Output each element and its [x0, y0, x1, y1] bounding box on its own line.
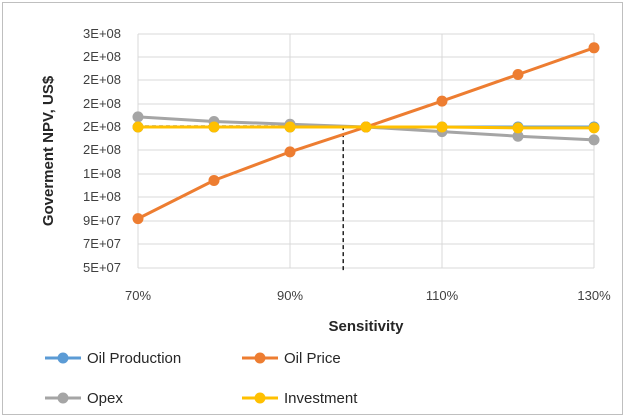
y-tick-label: 9E+07 [83, 213, 121, 228]
y-tick-label: 2E+08 [83, 72, 121, 87]
y-tick-label: 7E+07 [83, 236, 121, 251]
y-tick-label: 2E+08 [83, 142, 121, 157]
data-point-investment [208, 121, 220, 133]
y-tick-label: 1E+08 [83, 189, 121, 204]
data-point-investment [284, 121, 296, 133]
data-point-investment [436, 121, 448, 133]
legend-label: Oil Production [87, 350, 181, 367]
data-point-opex [588, 134, 600, 146]
data-point-oil-price [284, 146, 296, 158]
y-tick-label: 2E+08 [83, 119, 121, 134]
y-tick-label: 2E+08 [83, 96, 121, 111]
y-tick-label: 1E+08 [83, 166, 121, 181]
legend-swatch-marker [254, 392, 266, 404]
data-point-investment [512, 122, 524, 134]
y-tick-label: 3E+08 [83, 26, 121, 41]
legend-label: Oil Price [284, 350, 341, 367]
legend-label: Investment [284, 390, 358, 407]
y-axis-title: Goverment NPV, US$ [40, 75, 57, 226]
x-tick-label: 70% [125, 288, 151, 303]
data-point-oil-price [436, 95, 448, 107]
x-tick-label: 110% [426, 288, 459, 303]
x-tick-label: 130% [577, 288, 611, 303]
x-tick-label: 90% [277, 288, 303, 303]
data-point-oil-price [208, 174, 220, 186]
legend-label: Opex [87, 390, 123, 407]
data-point-oil-price [512, 68, 524, 80]
data-point-investment [132, 121, 144, 133]
data-point-oil-price [588, 42, 600, 54]
data-point-investment [588, 122, 600, 134]
legend-swatch-marker [254, 352, 266, 364]
data-point-opex [132, 111, 144, 123]
legend-swatch-marker [57, 392, 69, 404]
data-point-investment [360, 121, 372, 133]
data-point-opex [512, 130, 524, 142]
series-line-oil-price [137, 46, 595, 220]
legend-swatch-marker [57, 352, 69, 364]
data-point-oil-price [132, 213, 144, 225]
y-tick-label: 2E+08 [83, 49, 121, 64]
x-axis-title: Sensitivity [328, 318, 404, 335]
y-tick-label: 5E+07 [83, 260, 121, 275]
